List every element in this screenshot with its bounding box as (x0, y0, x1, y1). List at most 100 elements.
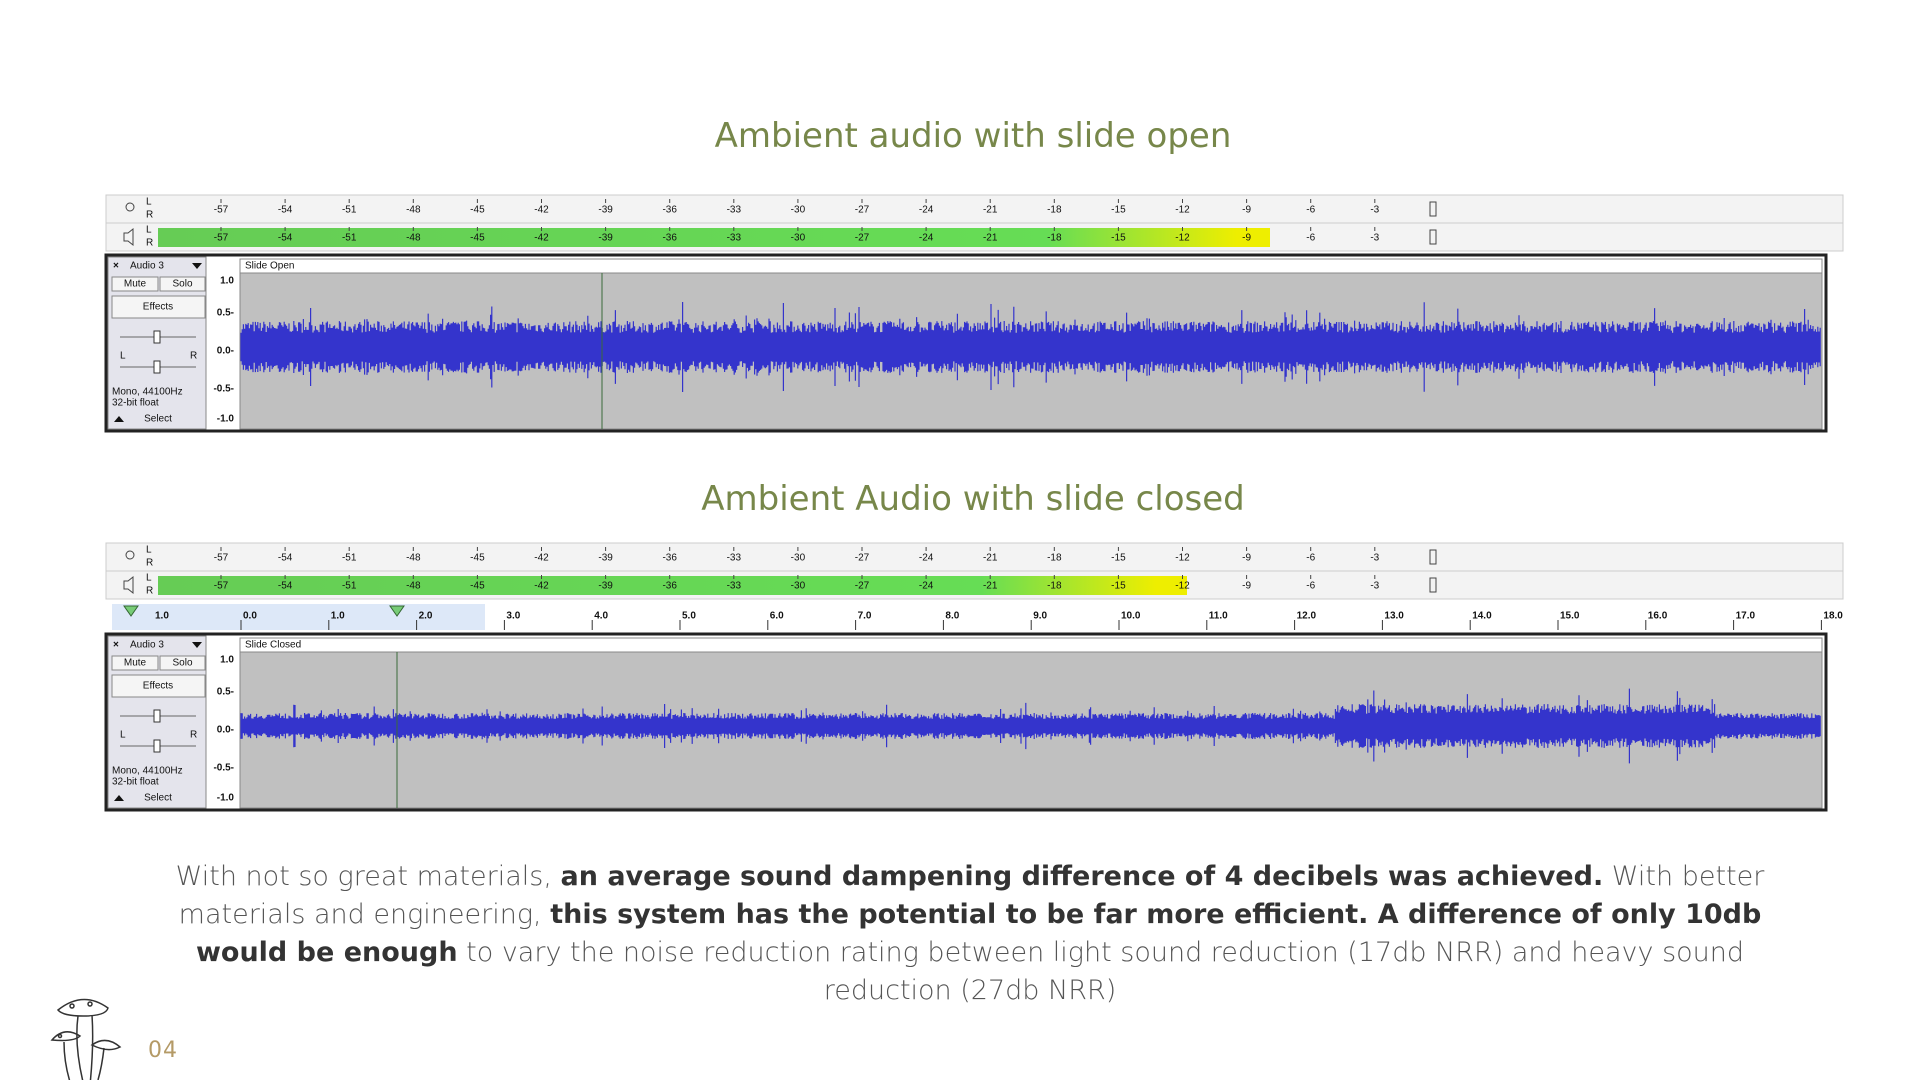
timeline-label: 8.0 (945, 611, 959, 622)
meter-tick-label: -9 (1242, 205, 1251, 216)
vruler (207, 636, 239, 808)
clip-header (239, 637, 1823, 653)
timeline-label: 7.0 (858, 611, 872, 622)
text-segment: With not so great materials, (175, 861, 561, 892)
track-name: Audio 3 (130, 261, 164, 272)
meter-tick-label: -36 (662, 581, 677, 592)
meter-tick-label: -3 (1370, 205, 1379, 216)
timeline-label: 16.0 (1648, 611, 1668, 622)
meter-channel: L (146, 225, 152, 236)
meter-tick-label: -54 (278, 233, 293, 244)
timeline-label: 6.0 (770, 611, 784, 622)
collapse-arrow (114, 416, 124, 422)
meter-tick-label: -12 (1175, 581, 1190, 592)
meter-tick-label: -6 (1306, 233, 1315, 244)
meter-end (1429, 549, 1437, 565)
panel-title: Ambient audio with slide open (714, 116, 1232, 156)
pan-right: R (190, 351, 197, 362)
meter-tick-label: -27 (855, 553, 870, 564)
page-number: 04 (148, 1038, 178, 1063)
text-segment: this system has the potential to be far … (195, 899, 1762, 968)
meter-tick-label: -48 (406, 205, 421, 216)
meter-channel: R (146, 210, 153, 221)
pan-left: L (120, 730, 126, 741)
meter-channel: R (146, 558, 153, 569)
track-button (111, 276, 159, 292)
meter-tick-label: -51 (342, 205, 357, 216)
timeline-label: 1.0 (331, 611, 345, 622)
text-segment: an average sound dampening difference of… (560, 861, 1604, 892)
meter-tick-label: -57 (214, 233, 229, 244)
clip-header (239, 258, 1823, 274)
meter-tick-label: -57 (214, 205, 229, 216)
speaker-icon (123, 227, 134, 247)
y-tick-label: 0.0- (217, 725, 234, 736)
y-tick-label: 0.5- (217, 308, 234, 319)
slider-thumb (153, 360, 161, 374)
select-button: Select (144, 793, 172, 804)
mic-icon (125, 202, 135, 212)
meter-tick-label: -21 (983, 553, 998, 564)
timeline-label: 2.0 (419, 611, 433, 622)
slider-thumb (153, 739, 161, 753)
meter-tick-label: -42 (534, 581, 549, 592)
meter-level (158, 576, 1187, 595)
select-button: Select (144, 414, 172, 425)
meter-tick-label: -30 (791, 233, 806, 244)
track-info: 32-bit float (112, 777, 159, 788)
description: With not so great materials, an average … (170, 858, 1770, 1010)
meter-tick-label: -27 (855, 233, 870, 244)
meter-tick-label: -6 (1306, 581, 1315, 592)
timeline-label: 17.0 (1736, 611, 1756, 622)
timeline-label: 18.0 (1823, 611, 1843, 622)
meter-channel: L (146, 545, 152, 556)
meter-tick-label: -39 (598, 233, 613, 244)
mushroom-icon (50, 998, 122, 1080)
track-button (159, 276, 206, 292)
y-tick-label: -0.5- (213, 763, 234, 774)
effects-label: Effects (143, 681, 173, 692)
meter-tick-label: -3 (1370, 581, 1379, 592)
panel-title: Ambient Audio with slide closed (701, 479, 1245, 519)
text-segment: With better materials and engineering, (178, 861, 1765, 930)
meter-tick-label: -33 (727, 553, 742, 564)
play-marker (123, 605, 139, 617)
meter-tick-label: -24 (919, 553, 934, 564)
meter-channel: R (146, 586, 153, 597)
meter-tick-label: -6 (1306, 553, 1315, 564)
mic-icon (125, 550, 135, 560)
meter-tick-label: -45 (470, 205, 485, 216)
timeline-label: 0.0 (243, 611, 257, 622)
meter-tick-label: -15 (1111, 233, 1126, 244)
y-tick-label: -1.0 (217, 414, 235, 425)
timeline-label: 3.0 (506, 611, 520, 622)
meter-tick-label: -9 (1242, 581, 1251, 592)
track-menu-arrow (192, 263, 202, 269)
meter-tick-label: -51 (342, 553, 357, 564)
timeline-label: 12.0 (1297, 611, 1317, 622)
y-tick-label: 1.0 (220, 655, 234, 666)
meter-tick-label: -30 (791, 205, 806, 216)
meter-tick-label: -21 (983, 205, 998, 216)
effects-button (111, 674, 206, 698)
meter-tick-label: -18 (1047, 581, 1062, 592)
meter-tick-label: -54 (278, 581, 293, 592)
meter-tick-label: -36 (662, 553, 677, 564)
timeline-label: 9.0 (1033, 611, 1047, 622)
meter-tick-label: -39 (598, 553, 613, 564)
meter-tick-label: -9 (1242, 553, 1251, 564)
meter-tick-label: -24 (919, 581, 934, 592)
timeline-label: 5.0 (682, 611, 696, 622)
slider-thumb (153, 330, 161, 344)
meter-tick-label: -3 (1370, 233, 1379, 244)
timeline-label: 15.0 (1560, 611, 1580, 622)
meter-tick-label: -9 (1242, 233, 1251, 244)
speaker-icon (123, 575, 134, 595)
meter-tick-label: -33 (727, 205, 742, 216)
track-info: Mono, 44100Hz (112, 387, 183, 398)
close-button: × (113, 261, 119, 272)
meter-end (1429, 201, 1437, 217)
clip-name: Slide Open (245, 261, 294, 272)
